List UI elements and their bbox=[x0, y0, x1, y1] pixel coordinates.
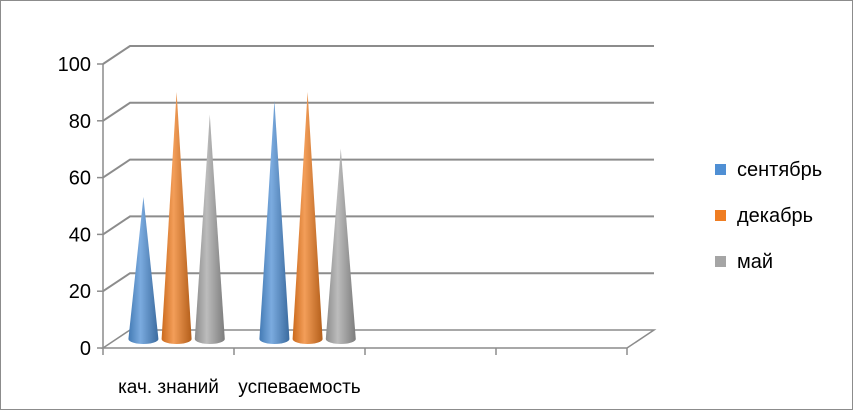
y-tick-labels: 0 20 40 60 80 100 bbox=[58, 54, 91, 360]
legend-swatch bbox=[715, 210, 726, 221]
cone-декабрь bbox=[292, 91, 323, 344]
x-tick-label: кач. знаний bbox=[118, 377, 219, 398]
legend-item: май bbox=[715, 251, 773, 273]
x-tick-label: успеваемость bbox=[238, 377, 360, 398]
legend-swatch bbox=[715, 164, 726, 175]
legend: сентябрь декабрь май bbox=[715, 159, 822, 273]
legend-label: май bbox=[737, 251, 773, 273]
gridline bbox=[102, 101, 654, 122]
y-tick-label: 100 bbox=[58, 54, 91, 76]
y-tick-label: 40 bbox=[69, 224, 91, 246]
y-tick-label: 0 bbox=[80, 338, 91, 360]
y-tick-label: 80 bbox=[69, 111, 91, 133]
legend-label: сентябрь bbox=[737, 159, 822, 181]
cone-май bbox=[325, 148, 356, 344]
gridlines bbox=[102, 45, 654, 293]
cone-май bbox=[194, 114, 225, 344]
cone-декабрь bbox=[161, 91, 192, 344]
y-tick-label: 20 bbox=[69, 281, 91, 303]
gridline bbox=[102, 272, 654, 293]
data-marks bbox=[128, 91, 356, 344]
chart-walls bbox=[100, 329, 657, 349]
chart-floor bbox=[100, 329, 657, 349]
y-tick-label: 60 bbox=[69, 168, 91, 190]
gridline bbox=[102, 158, 654, 179]
axes bbox=[97, 63, 628, 355]
gridline bbox=[102, 45, 654, 65]
legend-swatch bbox=[715, 256, 726, 267]
legend-label: декабрь bbox=[737, 205, 813, 227]
legend-item: сентябрь bbox=[715, 159, 822, 181]
cone-сентябрь bbox=[128, 197, 159, 344]
gridline bbox=[102, 215, 654, 236]
x-tick-labels: кач. знаний успеваемость bbox=[118, 377, 361, 398]
legend-item: декабрь bbox=[715, 205, 813, 227]
cone-сентябрь bbox=[259, 100, 290, 344]
